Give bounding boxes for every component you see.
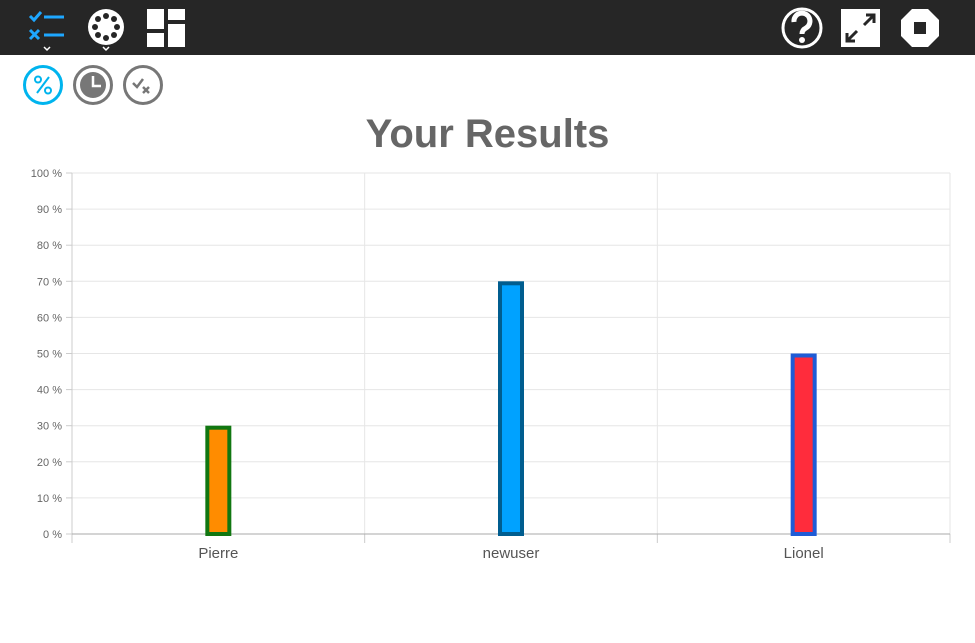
y-tick-label: 0 % bbox=[43, 529, 62, 541]
x-category-label: newuser bbox=[483, 545, 540, 562]
fullscreen-icon bbox=[841, 9, 880, 47]
clock-icon bbox=[73, 65, 113, 105]
y-tick-label: 10 % bbox=[37, 493, 62, 505]
x-category-label: Pierre bbox=[198, 545, 238, 562]
y-tick-label: 90 % bbox=[37, 204, 62, 216]
palette-icon bbox=[88, 9, 124, 52]
y-tick-label: 60 % bbox=[37, 312, 62, 324]
stop-button[interactable] bbox=[896, 0, 944, 55]
y-tick-label: 40 % bbox=[37, 385, 62, 397]
palette-button[interactable] bbox=[84, 0, 130, 55]
check-x-icon bbox=[123, 65, 163, 105]
results-bar-chart: 0 % 10 % 20 % 30 % 40 % 50 % 60 % 70 % 80 % 90 % 1… bbox=[31, 168, 951, 562]
bar-lionel bbox=[790, 353, 817, 536]
answers-mode-button[interactable] bbox=[122, 64, 164, 106]
task-list-button[interactable] bbox=[24, 0, 70, 55]
top-toolbar bbox=[0, 0, 975, 55]
chart-title: Your Results bbox=[365, 112, 610, 156]
x-category-label: Lionel bbox=[784, 545, 824, 562]
help-button[interactable] bbox=[778, 0, 826, 55]
stop-icon bbox=[901, 9, 939, 47]
dashboard-layout-button[interactable] bbox=[144, 0, 190, 55]
help-icon bbox=[781, 7, 823, 49]
y-tick-label: 50 % bbox=[37, 349, 62, 361]
dashboard-layout-icon bbox=[147, 9, 185, 47]
task-list-icon bbox=[28, 11, 64, 52]
bar-pierre bbox=[205, 425, 232, 537]
time-mode-button[interactable] bbox=[72, 64, 114, 106]
percent-icon bbox=[23, 65, 63, 105]
fullscreen-button[interactable] bbox=[838, 0, 884, 55]
y-tick-label: 80 % bbox=[37, 240, 62, 252]
percent-mode-button[interactable] bbox=[22, 64, 64, 106]
y-tick-label: 100 % bbox=[31, 168, 62, 180]
y-tick-label: 70 % bbox=[37, 276, 62, 288]
y-tick-label: 30 % bbox=[37, 421, 62, 433]
y-tick-label: 20 % bbox=[37, 457, 62, 469]
bar-newuser bbox=[498, 281, 524, 536]
